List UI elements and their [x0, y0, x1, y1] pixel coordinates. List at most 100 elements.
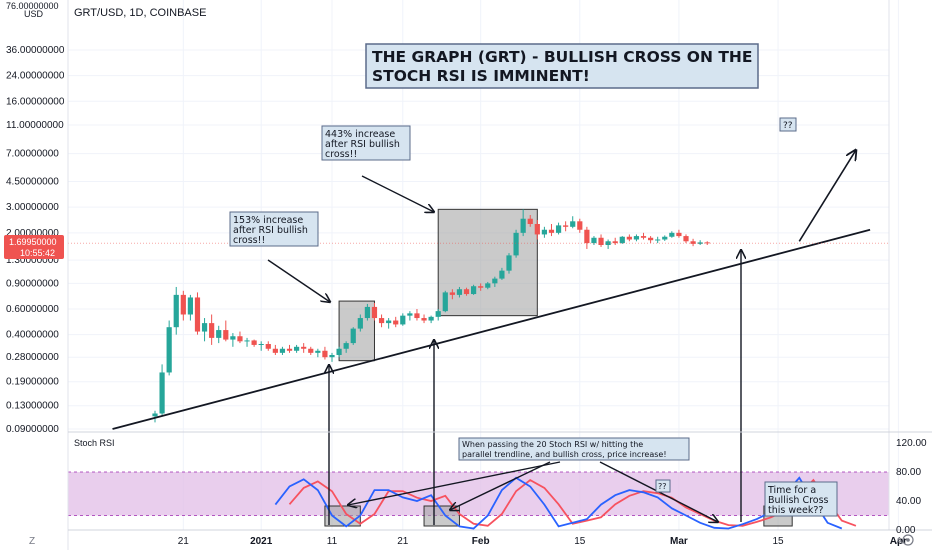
- candle-body: [598, 237, 604, 246]
- title-annotation: THE GRAPH (GRT) - BULLISH CROSS ON THE S…: [365, 43, 759, 89]
- note-time-line-2: Bullish Cross: [768, 495, 829, 506]
- note-stoch: When passing the 20 Stoch RSI w/ hitting…: [458, 437, 690, 461]
- candle-body: [471, 286, 477, 295]
- candle-body: [640, 236, 647, 238]
- candle-body: [669, 232, 675, 237]
- stoch-tick-label: 80.00: [896, 467, 921, 478]
- time-tick-label: Mar: [670, 536, 688, 547]
- candle-body: [357, 318, 363, 329]
- price-tick-label: 0.90000000: [6, 278, 59, 289]
- candle-body: [478, 286, 484, 288]
- candle-body: [570, 221, 576, 227]
- projection-arrow: [798, 150, 856, 242]
- time-axis: 21 2021 11 21 Feb 15 Mar 15 Apr: [178, 536, 907, 547]
- candle-body: [371, 306, 378, 319]
- stoch-rsi-title[interactable]: Stoch RSI: [74, 438, 115, 448]
- candle-body: [492, 278, 498, 284]
- note-153-arrow: [267, 259, 330, 302]
- candle-body: [655, 239, 661, 241]
- qq-mid-box: [655, 479, 671, 493]
- time-tick-label: Feb: [472, 536, 490, 547]
- price-tick-label: 0.60000000: [6, 304, 59, 315]
- candle-body: [499, 270, 505, 279]
- candle-body: [428, 316, 434, 321]
- candle-body: [286, 348, 293, 351]
- candle-body: [258, 343, 264, 345]
- candle-body: [513, 232, 519, 256]
- candles: [152, 209, 710, 423]
- qq-top-box: [779, 117, 797, 132]
- time-tick-label: 21: [178, 536, 190, 547]
- candle-body: [584, 229, 590, 244]
- price-tick-label: 0.13000000: [6, 401, 59, 412]
- candle-body: [591, 237, 597, 244]
- note-time: Time for a Bullish Cross this week??: [764, 481, 838, 517]
- title-line-2: STOCH RSI IS IMMINENT!: [372, 67, 590, 85]
- settings-icon[interactable]: [902, 534, 914, 546]
- candle-body: [272, 348, 278, 353]
- currency-label: USD: [24, 9, 44, 19]
- zoom-icon[interactable]: Z: [29, 536, 35, 547]
- time-tick-label: 2021: [250, 536, 273, 547]
- candle-body: [187, 297, 193, 315]
- note-stoch-box: [458, 437, 690, 461]
- note-153-line-1: 153% increase: [233, 215, 303, 226]
- note-time-line-1: Time for a: [767, 485, 816, 496]
- note-153-box: [229, 211, 319, 247]
- candle-body: [279, 348, 286, 353]
- candle-body: [322, 350, 328, 358]
- time-tick-label: 11: [327, 536, 338, 547]
- candle-body: [194, 297, 201, 332]
- candle-body: [350, 328, 356, 344]
- price-tick-label: 0.28000000: [6, 352, 59, 363]
- candle-body: [683, 236, 689, 242]
- candle-body: [456, 289, 463, 295]
- price-tick-label: 1.30000000: [6, 255, 59, 266]
- candle-body: [485, 283, 491, 288]
- price-tick-label: 3.00000000: [6, 202, 59, 213]
- candle-body: [697, 242, 703, 244]
- annotation-lines: [68, 150, 889, 525]
- candle-body: [180, 294, 186, 315]
- candle-body: [506, 255, 512, 271]
- candle-body: [159, 372, 165, 414]
- stoch-rsi-lines: [274, 476, 857, 530]
- qq-mid-text: ??: [658, 482, 667, 491]
- qq-mid: ??: [655, 479, 671, 493]
- stoch-band-fill: [68, 472, 889, 516]
- candle-body: [336, 348, 342, 355]
- candle-body: [216, 330, 222, 338]
- candle-body: [577, 221, 583, 230]
- top-tick-cut: 76.00000000: [6, 1, 59, 11]
- symbol-title[interactable]: GRT/USD, 1D, COINBASE: [74, 7, 206, 19]
- stoch-axis: 0.00 40.00 80.00 120.00: [896, 438, 927, 536]
- stoch-rsi-band: [68, 471, 889, 516]
- price-tick-label: 4.50000000: [6, 177, 59, 188]
- auto-scale-icon[interactable]: A: [896, 536, 903, 547]
- candle-body: [541, 229, 547, 235]
- candle-body: [152, 413, 158, 417]
- price-tick-label: 36.00000000: [6, 45, 65, 56]
- candle-body: [414, 313, 420, 319]
- candle-body: [527, 218, 533, 224]
- candle-body: [633, 236, 640, 240]
- candle-body: [612, 241, 618, 244]
- title-line-1: THE GRAPH (GRT) - BULLISH CROSS ON THE: [372, 48, 752, 66]
- price-tick-label: 16.00000000: [6, 96, 65, 107]
- stoch-tick-label: 120.00: [896, 438, 927, 449]
- candle-body: [209, 323, 215, 338]
- note-443-line-3: cross!!: [325, 149, 357, 160]
- candle-body: [407, 313, 413, 316]
- stoch-d-line: [288, 478, 857, 527]
- candle-body: [173, 294, 179, 328]
- price-tick-label: 2.00000000: [6, 228, 59, 239]
- candle-body: [662, 236, 668, 240]
- price-tag-value: 1.69950000: [9, 237, 57, 247]
- candle-body: [520, 218, 526, 233]
- candle-body: [386, 320, 392, 324]
- candle-body: [648, 237, 654, 241]
- note-153-line-3: cross!!: [233, 235, 265, 246]
- stoch-tick-label: 0.00: [896, 525, 916, 536]
- candle-body: [223, 330, 229, 340]
